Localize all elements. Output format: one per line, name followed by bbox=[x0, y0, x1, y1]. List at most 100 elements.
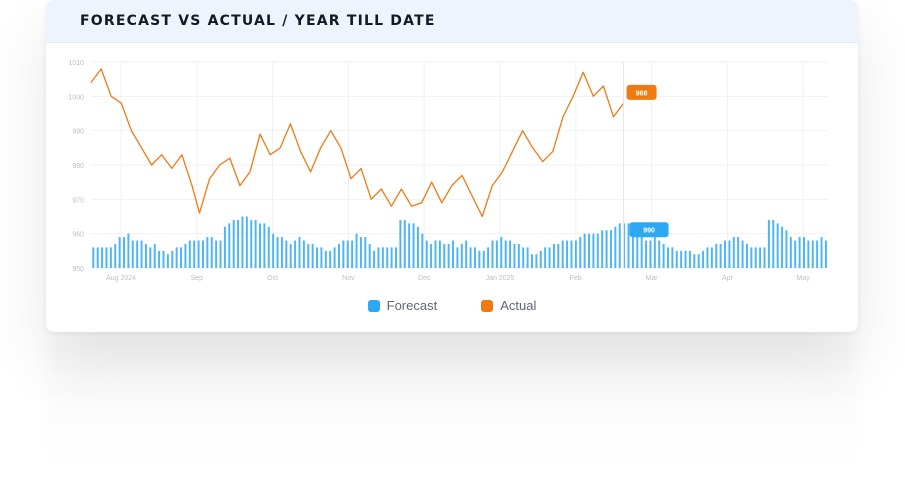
forecast-bar bbox=[272, 233, 275, 268]
x-tick-label: Oct bbox=[267, 275, 278, 282]
forecast-bar bbox=[539, 250, 542, 268]
forecast-bar bbox=[408, 223, 411, 268]
forecast-bar bbox=[627, 223, 630, 268]
forecast-bar bbox=[574, 240, 577, 268]
forecast-bar bbox=[798, 237, 801, 268]
legend-item-forecast[interactable]: Forecast bbox=[367, 298, 438, 313]
forecast-bar bbox=[609, 230, 612, 268]
forecast-bar bbox=[631, 223, 634, 268]
legend-swatch-actual bbox=[481, 299, 494, 312]
y-tick-label: 1010 bbox=[68, 60, 84, 67]
forecast-bar bbox=[333, 247, 336, 268]
forecast-bar bbox=[557, 243, 560, 268]
forecast-bar bbox=[324, 250, 327, 268]
legend-item-actual[interactable]: Actual bbox=[481, 298, 536, 313]
forecast-bar bbox=[228, 223, 231, 268]
forecast-bar bbox=[342, 240, 345, 268]
forecast-bar bbox=[153, 243, 156, 268]
forecast-bar bbox=[245, 216, 248, 268]
forecast-bar bbox=[487, 247, 490, 268]
forecast-bar bbox=[136, 240, 139, 268]
x-tick-label: Jan 2025 bbox=[486, 275, 515, 282]
forecast-bar bbox=[430, 243, 433, 268]
forecast-tooltip-value: 990 bbox=[643, 228, 655, 235]
forecast-bar bbox=[517, 243, 520, 268]
y-tick-label: 950 bbox=[72, 266, 84, 273]
forecast-bar bbox=[412, 223, 415, 268]
forecast-bar bbox=[495, 240, 498, 268]
forecast-bar bbox=[386, 247, 389, 268]
forecast-bar bbox=[425, 240, 428, 268]
forecast-bar bbox=[105, 247, 108, 268]
forecast-bar bbox=[605, 230, 608, 268]
forecast-bar bbox=[316, 247, 319, 268]
forecast-bar bbox=[745, 243, 748, 268]
forecast-bar bbox=[259, 223, 261, 268]
forecast-bar bbox=[583, 233, 586, 268]
forecast-bar bbox=[329, 250, 332, 268]
forecast-bar bbox=[772, 219, 775, 268]
x-tick-label: Aug 2024 bbox=[106, 275, 136, 282]
forecast-bar bbox=[693, 254, 696, 268]
forecast-bar bbox=[377, 247, 380, 268]
forecast-bar bbox=[473, 247, 476, 268]
forecast-bar bbox=[794, 240, 797, 268]
forecast-bar bbox=[373, 250, 376, 268]
card-reflection bbox=[46, 338, 858, 478]
forecast-bar bbox=[302, 240, 305, 268]
forecast-bar bbox=[337, 243, 340, 268]
forecast-bar bbox=[390, 247, 393, 268]
forecast-bar bbox=[649, 240, 652, 268]
y-tick-label: 990 bbox=[72, 129, 84, 136]
forecast-bar bbox=[443, 243, 446, 268]
forecast-bar bbox=[759, 247, 762, 268]
forecast-bar bbox=[403, 219, 406, 268]
forecast-bar bbox=[675, 250, 678, 268]
forecast-bar bbox=[614, 226, 617, 268]
forecast-bar bbox=[263, 223, 266, 268]
forecast-bar bbox=[710, 247, 713, 268]
legend-label-forecast: Forecast bbox=[386, 298, 438, 313]
forecast-bar bbox=[658, 240, 661, 268]
forecast-bar bbox=[697, 254, 700, 268]
chart-card: FORECAST VS ACTUAL / YEAR TILL DATE 950 9… bbox=[46, 0, 858, 332]
forecast-bar bbox=[706, 247, 709, 268]
forecast-bar bbox=[820, 237, 823, 268]
forecast-bar bbox=[776, 223, 779, 268]
forecast-bar bbox=[109, 247, 112, 268]
forecast-bar bbox=[210, 237, 213, 268]
forecast-bar bbox=[750, 247, 753, 268]
forecast-bar bbox=[561, 240, 564, 268]
forecast-bar bbox=[535, 254, 538, 268]
forecast-bar bbox=[824, 240, 827, 268]
forecast-bar bbox=[232, 219, 235, 268]
legend-label-actual: Actual bbox=[500, 298, 537, 313]
forecast-bar bbox=[131, 240, 134, 268]
forecast-bar bbox=[114, 243, 117, 268]
forecast-bar bbox=[579, 237, 582, 268]
forecast-bar bbox=[741, 240, 744, 268]
x-tick-label: May bbox=[797, 275, 811, 282]
forecast-bar bbox=[447, 243, 450, 268]
forecast-bar bbox=[552, 243, 555, 268]
forecast-tooltip bbox=[629, 222, 669, 238]
forecast-bar bbox=[359, 237, 362, 268]
forecast-bar bbox=[513, 243, 516, 268]
card-header: FORECAST VS ACTUAL / YEAR TILL DATE bbox=[46, 0, 858, 43]
card-title: FORECAST VS ACTUAL / YEAR TILL DATE bbox=[80, 13, 436, 29]
y-tick-label: 980 bbox=[72, 163, 84, 170]
forecast-bar bbox=[219, 240, 222, 268]
forecast-bar bbox=[662, 243, 665, 268]
forecast-bar bbox=[355, 233, 358, 268]
forecast-bar bbox=[201, 240, 204, 268]
forecast-bar bbox=[395, 247, 397, 268]
forecast-bar bbox=[140, 240, 143, 268]
forecast-bar bbox=[180, 247, 183, 268]
forecast-actual-chart: 950 960 970 980 990 1000 1010 Aug 2024 Sep Oct Nov… bbox=[68, 60, 828, 282]
forecast-bar bbox=[285, 240, 288, 268]
forecast-bar bbox=[680, 250, 683, 268]
chart-legend: Forecast Actual bbox=[46, 298, 858, 313]
forecast-bar bbox=[289, 243, 292, 268]
forecast-bar bbox=[719, 243, 722, 268]
forecast-bar bbox=[368, 243, 371, 268]
